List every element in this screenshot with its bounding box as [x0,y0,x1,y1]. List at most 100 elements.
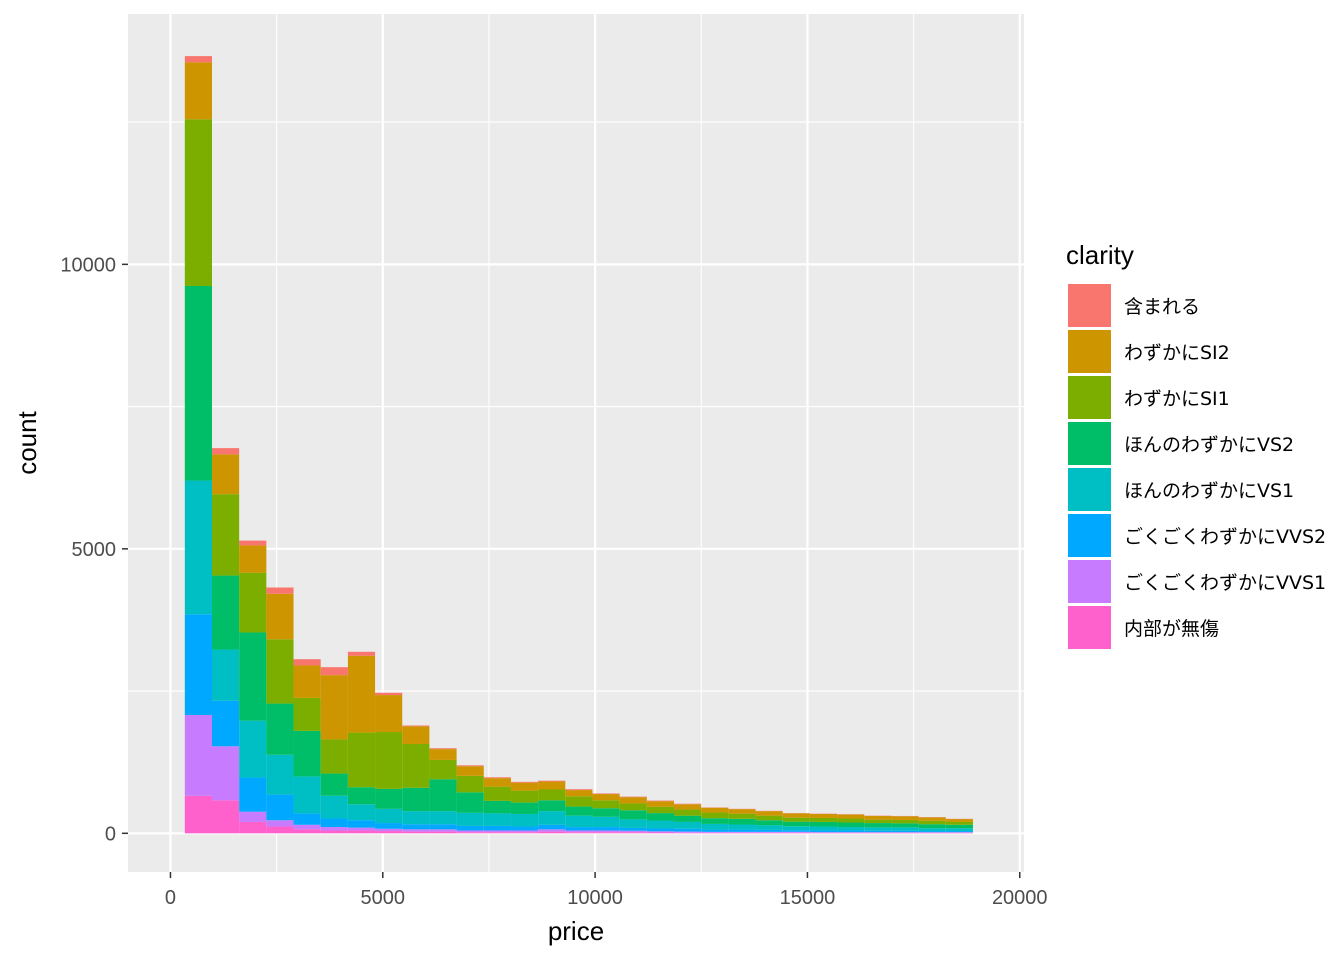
bar-segment [619,797,647,804]
bar-segment [809,817,838,822]
bar-segment [293,813,321,825]
bar-segment [619,810,647,820]
bar-segment [402,787,430,812]
bar-segment [429,824,457,830]
bar-segment [864,815,892,820]
bar-segment [375,823,403,829]
bar-segment [592,808,620,817]
bar-segment [293,665,321,698]
bar-segment [945,831,973,833]
bar-segment [402,829,430,832]
bar-segment [945,828,973,832]
bar-segment [456,775,484,793]
bar-segment [429,829,457,832]
bar-segment [728,813,756,819]
bar-segment [429,748,457,750]
bar-segment [266,639,294,704]
bar-segment [456,830,484,833]
bar-segment [864,832,892,833]
bar-segment [918,831,946,833]
bar-segment [456,825,484,831]
bar-segment [483,786,511,801]
bar-segment [755,811,783,816]
bar-segment [266,826,294,834]
bar-segment [320,795,348,819]
bar-segment [347,830,376,834]
bar-segment [266,587,294,594]
bar-segment [918,817,946,821]
bar-segment [891,832,919,834]
legend-label: 含まれる [1124,296,1200,318]
bar-segment [402,725,430,727]
legend-swatch [1068,560,1111,603]
bar-segment [565,796,593,807]
bar-segment [646,828,675,832]
bar-segment [837,822,865,828]
bar-segment [864,819,892,824]
bar-segment [347,732,376,788]
bar-segment [483,825,511,831]
bar-segment [728,829,756,832]
bar-segment [402,743,430,788]
y-tick-label: 0 [105,823,116,845]
legend-swatch [1068,330,1111,373]
bar-segment [456,766,484,776]
bar-segment [320,739,348,774]
bar-segment [510,782,539,791]
bar-segment [565,830,593,833]
bar-segment [347,804,376,821]
x-axis: 0 5000 10000 15000 20000 [165,872,1048,909]
bar-segment [945,821,973,825]
bar-segment [375,692,403,696]
bar-segment [456,765,484,767]
bar-segment [375,695,403,733]
bar-segment [837,814,865,819]
bar-segment [239,632,267,721]
bar-segment [510,830,539,833]
bar-segment [510,826,539,831]
bar-segment [320,675,348,740]
bar-segment [755,820,783,826]
legend-label: ごくごくわずかにVVS2 [1124,526,1326,548]
bar-segment [239,545,267,573]
bar-segment [809,826,838,831]
bar-segment [565,789,593,791]
legend-label: ほんのわずかにVS1 [1124,480,1294,502]
bar-segment [510,832,539,834]
bar-segment [320,818,348,828]
bar-segment [184,795,212,834]
legend-swatch [1068,468,1111,511]
bar-segment [701,807,729,813]
bar-segment [891,816,919,820]
bar-segment [592,800,620,809]
bar-segment [782,830,810,832]
bar-segment [755,831,783,833]
bar-segment [701,829,729,832]
bar-segment [592,832,620,834]
bar-segment [646,813,675,821]
bar-segment [347,651,376,656]
bar-segment [592,793,620,795]
bar-segment [619,803,647,811]
bar-segment [320,667,348,676]
bar-segment [429,811,457,825]
bar-segment [565,806,593,816]
legend-swatch [1068,422,1111,465]
bar-segment [782,821,810,827]
bar-segment [429,831,457,834]
bar-segment [782,831,810,833]
bar-segment [674,832,702,834]
bar-segment [456,832,484,834]
bar-segment [483,813,511,826]
bar-segment [565,832,593,834]
bar-segment [646,800,675,802]
bar-segment [293,776,321,814]
bar-segment [239,821,267,834]
bar-segment [538,829,566,832]
bar-segment [674,803,702,805]
bar-segment [239,720,267,778]
bar-segment [510,790,539,803]
bar-segment [184,480,212,615]
bar-segment [592,816,620,828]
bar-segment [375,732,403,789]
